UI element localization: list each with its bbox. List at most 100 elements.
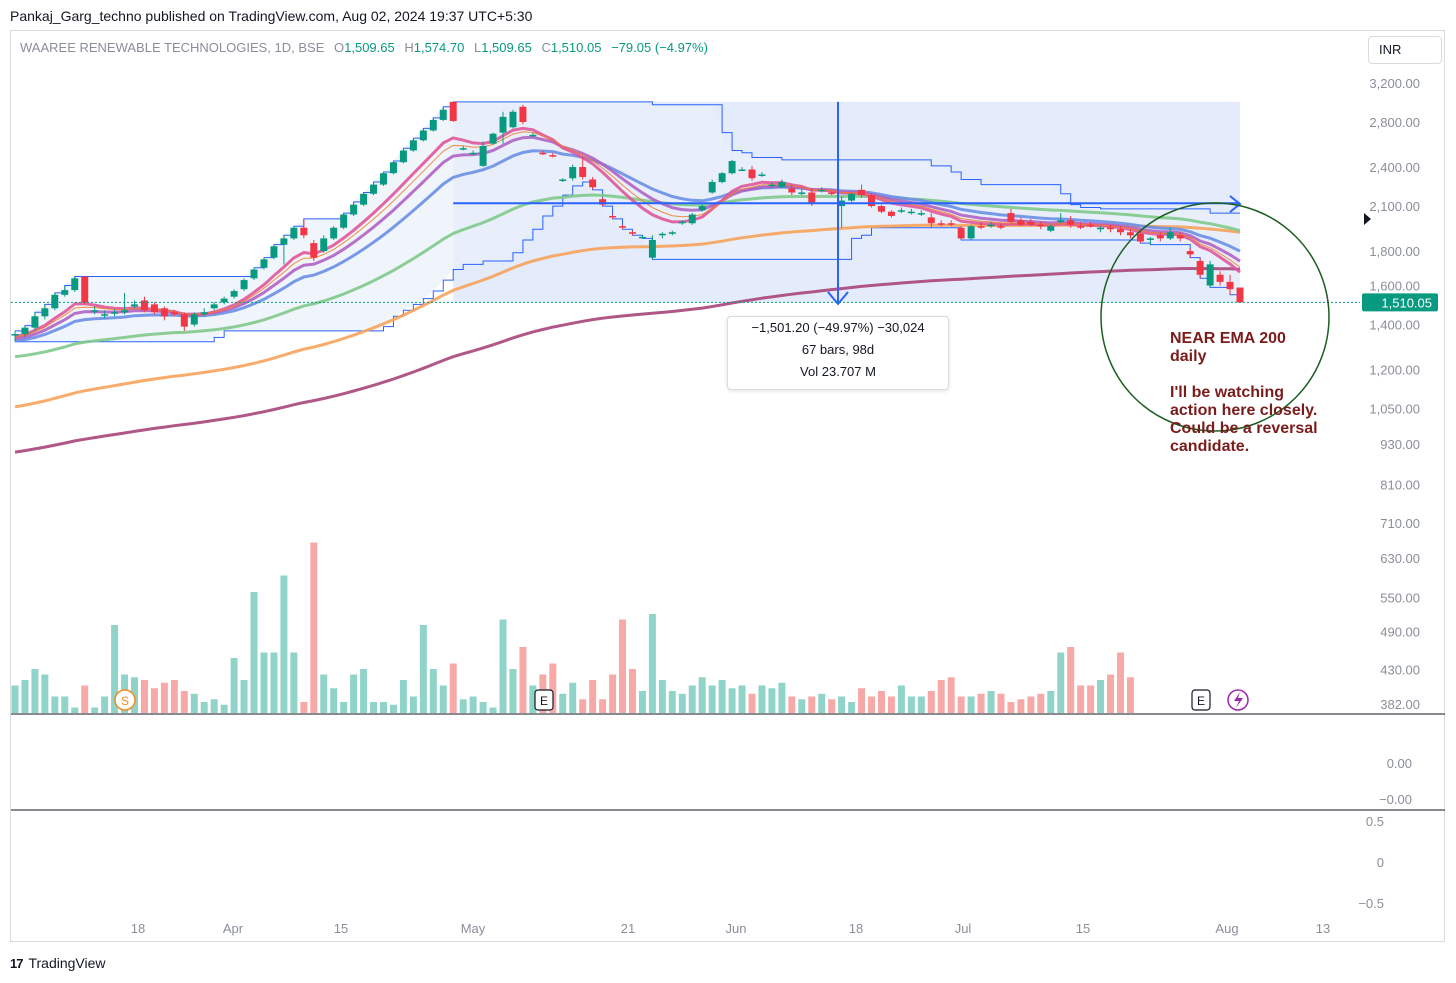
candle-body (220, 298, 228, 303)
candle-body (91, 310, 99, 312)
candle-body (579, 167, 587, 177)
time-axis-label: Aug (1215, 921, 1238, 936)
volume-bar (778, 682, 786, 713)
candle-body (897, 210, 905, 212)
candle-body (380, 173, 387, 185)
earnings-marker-label: E (1197, 694, 1205, 708)
volume-bar (200, 702, 208, 713)
price-axis-label: 430.00 (1380, 662, 1420, 677)
volume-bar (798, 699, 806, 713)
candle-body (559, 179, 567, 181)
candle-body (818, 189, 826, 192)
candle-body (190, 314, 198, 325)
volume-bar (449, 663, 457, 713)
high-value: 1,574.70 (413, 40, 465, 55)
volume-bar (848, 702, 856, 713)
candle-body (768, 184, 776, 187)
candle-body (200, 312, 208, 315)
tradingview-logo[interactable]: 17 TradingView (10, 955, 106, 971)
volume-bar (160, 682, 168, 713)
candle-body (957, 227, 965, 239)
published-by: Pankaj_Garg_techno published on TradingV… (10, 8, 533, 24)
volume-bar (210, 699, 218, 713)
candle-body (917, 213, 925, 215)
chart-frame (10, 30, 1445, 942)
volume-bar (1067, 647, 1075, 713)
volume-bar (21, 680, 29, 713)
earnings-marker (1191, 689, 1211, 711)
volume-bar (549, 663, 557, 713)
close-label: C (541, 40, 551, 55)
candle-body (11, 334, 19, 336)
volume-bar (91, 707, 99, 713)
volume-bar (350, 674, 358, 713)
candle-body (658, 233, 666, 236)
volume-bar (658, 680, 666, 713)
candle-body (529, 134, 537, 137)
candle-body (609, 215, 617, 218)
volume-bar (1107, 674, 1115, 713)
volume-bar (389, 704, 397, 713)
volume-bar (937, 680, 945, 713)
note-title: NEAR EMA 200 daily (1170, 330, 1286, 365)
ema-200-line (14, 266, 1241, 454)
volume-bar (569, 682, 577, 713)
price-axis-label: 2,800.00 (1369, 115, 1420, 130)
candle-body (61, 290, 69, 295)
ma-10-line (14, 131, 1241, 338)
volume-bar (917, 696, 925, 713)
candle-body (927, 217, 935, 224)
volume-bar (1037, 693, 1045, 713)
candle-body (1146, 238, 1154, 240)
currency-button[interactable]: INR (1368, 36, 1442, 64)
candle-body (1216, 274, 1224, 282)
candle-body (280, 238, 288, 245)
candle-body (828, 192, 836, 194)
candle-body (340, 214, 348, 228)
candle-body (1236, 287, 1244, 303)
channel-upper-line (15, 101, 1240, 332)
volume-bar (240, 680, 248, 713)
candle-body (499, 116, 507, 133)
volume-bar (320, 674, 328, 713)
osc2-axis-label: 0.5 (1366, 814, 1384, 829)
candle-body (1017, 220, 1025, 225)
volume-bar (589, 680, 597, 713)
volume-bar (957, 696, 965, 713)
volume-bar (619, 619, 627, 713)
volume-bar (1117, 652, 1124, 713)
candle-body (71, 278, 79, 291)
change-value: −79.05 (−4.97%) (611, 40, 708, 55)
volume-bar (668, 691, 676, 713)
annotation-circle (1100, 202, 1330, 432)
volume-bar (509, 669, 517, 713)
candle-body (270, 246, 278, 258)
volume-bar (31, 669, 39, 713)
low-label: L (473, 40, 482, 55)
candle-body (131, 304, 138, 307)
candle-body (160, 308, 168, 317)
candle-body (987, 224, 995, 227)
price-scale-marker (1364, 213, 1371, 225)
volume-bar (868, 696, 875, 713)
earnings-marker-label: E (540, 694, 548, 708)
price-axis-label: 2,100.00 (1369, 199, 1420, 214)
candle-body (170, 312, 178, 315)
candle-body (1087, 224, 1095, 227)
volume-bar (230, 658, 238, 713)
price-axis-label: 382.00 (1380, 697, 1420, 712)
candle-body (589, 179, 597, 188)
volume-bar (768, 688, 776, 713)
candle-body (718, 173, 726, 183)
candle-body (1097, 227, 1105, 230)
candle-body (399, 150, 407, 163)
candle-body (947, 223, 955, 225)
candle-body (111, 312, 119, 314)
candle-body (539, 152, 547, 155)
candle-body (887, 211, 895, 216)
volume-bar (897, 685, 905, 713)
candle-body (688, 214, 696, 224)
candle-body (429, 119, 437, 131)
measure-volume: Vol 23.707 M (800, 364, 876, 379)
